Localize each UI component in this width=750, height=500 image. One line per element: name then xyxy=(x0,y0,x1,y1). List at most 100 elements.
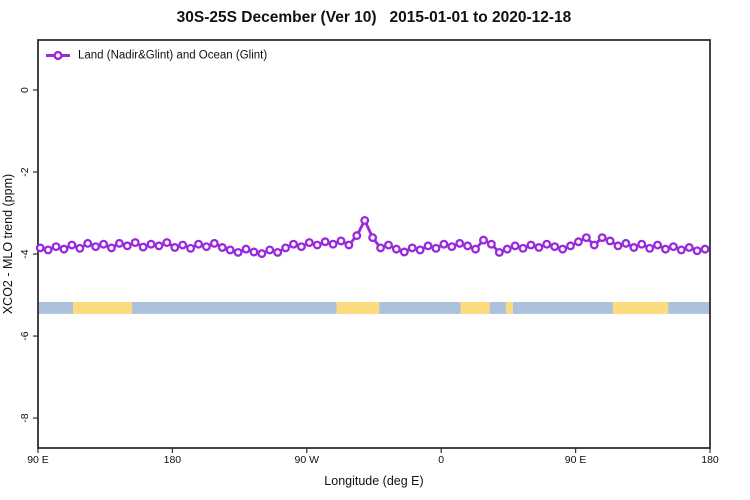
data-point xyxy=(296,242,306,252)
data-point xyxy=(154,241,164,251)
data-point xyxy=(391,244,401,254)
data-point xyxy=(502,244,512,254)
data-point xyxy=(83,238,93,248)
data-point xyxy=(542,239,552,249)
x-tick-label: 0 xyxy=(438,454,444,466)
data-point xyxy=(431,243,441,253)
data-point xyxy=(637,239,647,249)
data-point xyxy=(91,242,101,252)
data-series xyxy=(35,215,710,259)
data-point xyxy=(233,247,243,257)
y-tick-label: -6 xyxy=(19,331,31,340)
data-point xyxy=(550,242,560,252)
data-point xyxy=(384,240,393,250)
data-point xyxy=(645,243,655,253)
data-point xyxy=(130,238,140,248)
data-point xyxy=(566,241,575,251)
data-point xyxy=(629,243,639,252)
data-point xyxy=(99,239,109,249)
y-tick-label: 0 xyxy=(19,87,31,93)
data-point xyxy=(51,242,61,252)
data-point xyxy=(312,240,322,250)
data-point xyxy=(67,240,77,250)
data-point xyxy=(352,231,362,241)
surface-band-segment-land xyxy=(460,302,490,314)
x-tick-label: 90 E xyxy=(27,454,49,466)
data-point xyxy=(439,239,449,249)
data-point xyxy=(573,237,583,247)
data-point xyxy=(676,245,686,255)
data-point xyxy=(225,245,235,255)
data-point xyxy=(114,238,124,248)
data-point xyxy=(399,247,409,257)
data-point xyxy=(59,244,69,254)
data-point xyxy=(178,240,188,250)
data-point xyxy=(558,244,568,254)
data-point xyxy=(360,215,370,225)
data-point xyxy=(668,242,678,252)
legend-marker-icon xyxy=(53,50,63,61)
surface-band-segment-ocean xyxy=(132,302,337,314)
surface-band-segment-ocean xyxy=(379,302,461,314)
data-point xyxy=(344,240,354,250)
data-point xyxy=(684,243,694,252)
data-point xyxy=(217,243,227,252)
data-point xyxy=(700,244,710,254)
data-point xyxy=(122,241,132,251)
surface-band-segment-ocean xyxy=(38,302,74,314)
data-point xyxy=(471,244,480,254)
data-point xyxy=(534,243,544,252)
data-point xyxy=(455,238,465,248)
data-point xyxy=(304,238,314,248)
data-point xyxy=(415,245,425,255)
data-point xyxy=(653,240,663,250)
axes: 90 E 180 90 W 0 90 E 180 0 -2 -4 -6 -8 xyxy=(19,39,719,466)
data-point xyxy=(581,233,591,243)
data-point xyxy=(201,242,211,252)
data-point xyxy=(407,243,417,253)
data-point xyxy=(209,238,219,248)
data-point xyxy=(162,238,172,248)
y-tick-label: -4 xyxy=(19,249,31,258)
data-point xyxy=(257,249,267,259)
data-point xyxy=(265,245,275,255)
data-point xyxy=(589,240,599,250)
x-tick-label: 180 xyxy=(701,454,719,466)
data-point xyxy=(281,243,291,253)
surface-band-segment-land xyxy=(612,302,669,314)
y-axis-label: XCO2 - MLO trend (ppm) xyxy=(1,174,15,314)
data-point xyxy=(170,243,180,252)
surface-band-segment-land xyxy=(506,302,513,314)
surface-band-segment-land xyxy=(73,302,133,314)
data-point xyxy=(146,239,156,249)
x-tick-label: 90 W xyxy=(295,454,320,466)
data-point xyxy=(661,244,670,254)
data-point xyxy=(510,241,520,251)
data-point xyxy=(518,243,528,253)
data-point xyxy=(328,239,338,249)
data-point xyxy=(692,246,702,256)
data-point xyxy=(486,239,496,249)
data-point xyxy=(479,235,488,245)
x-tick-label: 180 xyxy=(164,454,182,466)
y-tick-label: -2 xyxy=(19,167,31,176)
data-point xyxy=(273,247,283,257)
data-point xyxy=(463,241,473,251)
data-point xyxy=(526,240,536,250)
data-point xyxy=(605,236,615,246)
data-point xyxy=(447,242,457,252)
x-axis-label: Longitude (deg E) xyxy=(324,474,423,488)
data-point xyxy=(75,243,85,253)
data-point xyxy=(423,241,433,251)
legend: Land (Nadir&Glint) and Ocean (Glint) xyxy=(46,50,267,62)
data-point xyxy=(376,243,386,253)
data-point xyxy=(597,233,607,243)
surface-band-segment-ocean xyxy=(489,302,507,314)
data-point xyxy=(35,243,45,253)
data-point xyxy=(613,241,623,251)
data-point xyxy=(336,236,346,246)
legend-label: Land (Nadir&Glint) and Ocean (Glint) xyxy=(78,50,267,62)
surface-band xyxy=(38,302,710,314)
data-point xyxy=(621,238,631,248)
data-point xyxy=(138,242,148,252)
